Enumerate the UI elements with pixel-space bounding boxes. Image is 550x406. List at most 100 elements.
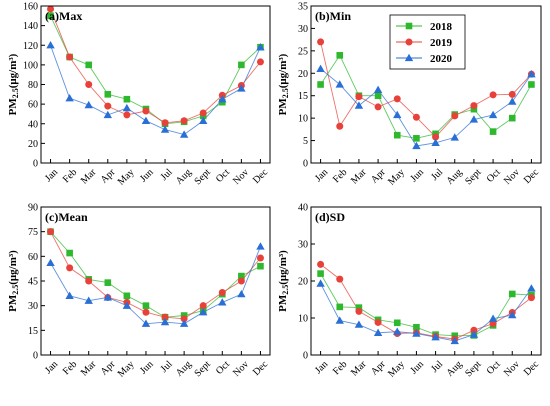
y-axis-label: PM2.5(μg/m³): [277, 53, 290, 115]
y-tick-label: 100: [23, 60, 38, 71]
x-tick-label: Oct: [485, 359, 503, 377]
point-2019-Jul: [161, 313, 169, 321]
point-2020-Sept: [199, 308, 208, 316]
point-2019-Mar: [85, 277, 93, 285]
point-2018-Dec: [257, 262, 264, 270]
point-2019-Oct: [218, 289, 226, 297]
y-tick-label: 0: [33, 159, 38, 170]
point-2020-Feb: [335, 80, 344, 88]
point-2020-Nov: [237, 289, 246, 298]
point-2020-Oct: [488, 314, 498, 322]
x-tick-label: Nov: [502, 167, 522, 187]
point-2018-Apr: [374, 92, 382, 100]
x-tick-label: Nov: [502, 359, 522, 379]
point-2018-Feb: [336, 303, 344, 311]
point-2020-Dec: [256, 242, 265, 250]
point-2019-Jun: [412, 113, 420, 121]
point-2019-Jun: [142, 107, 150, 115]
x-tick-label: Aug: [444, 359, 464, 379]
x-tick-label: Jun: [408, 359, 426, 377]
x-tick-label: Mar: [349, 166, 369, 186]
point-2020-Nov: [237, 84, 246, 92]
legend-label-2020: 2020: [430, 53, 453, 65]
point-2019-Feb: [336, 122, 344, 130]
x-tick-label: Jul: [429, 167, 445, 183]
x-tick-label: Mar: [349, 358, 369, 378]
point-2019-Jan: [317, 260, 325, 268]
point-2019-Apr: [374, 103, 382, 111]
point-2018-Jan: [317, 81, 324, 88]
point-2018-May: [123, 95, 131, 103]
y-tick-label: 45: [28, 277, 38, 288]
x-tick-label: Oct: [214, 167, 232, 185]
point-2018-Feb: [336, 52, 344, 59]
point-2018-Nov: [508, 114, 516, 122]
y-tick-label: 20: [298, 69, 308, 80]
point-2019-Nov: [237, 277, 245, 285]
point-2018-Jun: [413, 323, 420, 331]
x-tick-label: Jun: [138, 359, 156, 377]
point-2018-Oct: [489, 128, 497, 135]
point-2019-Feb: [66, 264, 74, 272]
x-tick-label: May: [116, 359, 137, 380]
point-2020-Feb: [335, 316, 344, 324]
point-2019-Apr: [374, 318, 382, 326]
y-tick-label: 60: [28, 252, 38, 263]
y-tick-label: 15: [298, 91, 308, 102]
point-2020-May: [393, 327, 402, 335]
point-2018-Mar: [85, 61, 93, 69]
y-tick-label: 90: [28, 203, 38, 214]
point-2018-Nov: [238, 61, 245, 69]
point-2019-Dec: [256, 58, 264, 66]
series-line-2020: [320, 283, 532, 342]
point-2018-Nov: [508, 290, 516, 298]
point-2020-Apr: [103, 110, 112, 119]
x-tick-label: Apr: [99, 166, 118, 185]
point-2018-Jun: [413, 135, 420, 142]
point-2020-Aug: [450, 133, 459, 141]
x-tick-label: Dec: [522, 166, 542, 186]
point-2019-Aug: [180, 117, 188, 125]
x-tick-label: Mar: [79, 358, 99, 378]
point-2020-Jun: [412, 329, 421, 337]
point-2020-Dec: [527, 284, 536, 292]
legend-marker-2019: [405, 38, 413, 46]
point-2018-Nov: [238, 272, 245, 280]
y-tick-label: 30: [28, 301, 38, 312]
series-line-2020: [50, 246, 261, 325]
legend-label-2019: 2019: [430, 37, 453, 49]
point-2020-Jul: [431, 138, 440, 146]
y-tick-label: 60: [28, 100, 38, 111]
y-tick-label: 20: [298, 277, 308, 288]
point-2020-Dec: [527, 69, 536, 78]
point-2020-Apr: [103, 293, 112, 301]
point-2020-Jan: [316, 64, 325, 72]
point-2020-Aug: [179, 319, 189, 327]
x-tick-label: Nov: [231, 167, 251, 187]
point-2020-Jun: [141, 319, 151, 327]
y-tick-label: 140: [23, 21, 38, 32]
x-tick-label: Feb: [61, 167, 79, 185]
point-2019-Sept: [199, 109, 207, 117]
point-2020-Feb: [65, 94, 74, 102]
y-tick-label: 40: [298, 203, 308, 214]
x-tick-label: Jul: [429, 359, 445, 375]
point-2018-May: [393, 131, 401, 139]
point-2020-May: [393, 110, 402, 119]
point-2019-Dec: [256, 254, 264, 262]
plot-frame: [310, 5, 542, 164]
point-2018-Apr: [104, 91, 112, 98]
y-tick-label: 35: [298, 2, 308, 13]
point-2020-Jul: [431, 333, 440, 341]
point-2020-Mar: [354, 320, 364, 328]
y-tick-label: 0: [303, 351, 308, 362]
point-2020-May: [122, 301, 132, 309]
x-tick-label: May: [116, 167, 137, 188]
x-tick-label: Sept: [193, 359, 214, 380]
point-2019-Sept: [199, 302, 207, 310]
point-2019-Jul: [161, 119, 169, 127]
point-2020-Jun: [412, 141, 421, 150]
y-tick-label: 5: [303, 136, 308, 147]
point-2019-Sept: [470, 102, 478, 110]
point-2020-Nov: [508, 97, 517, 105]
